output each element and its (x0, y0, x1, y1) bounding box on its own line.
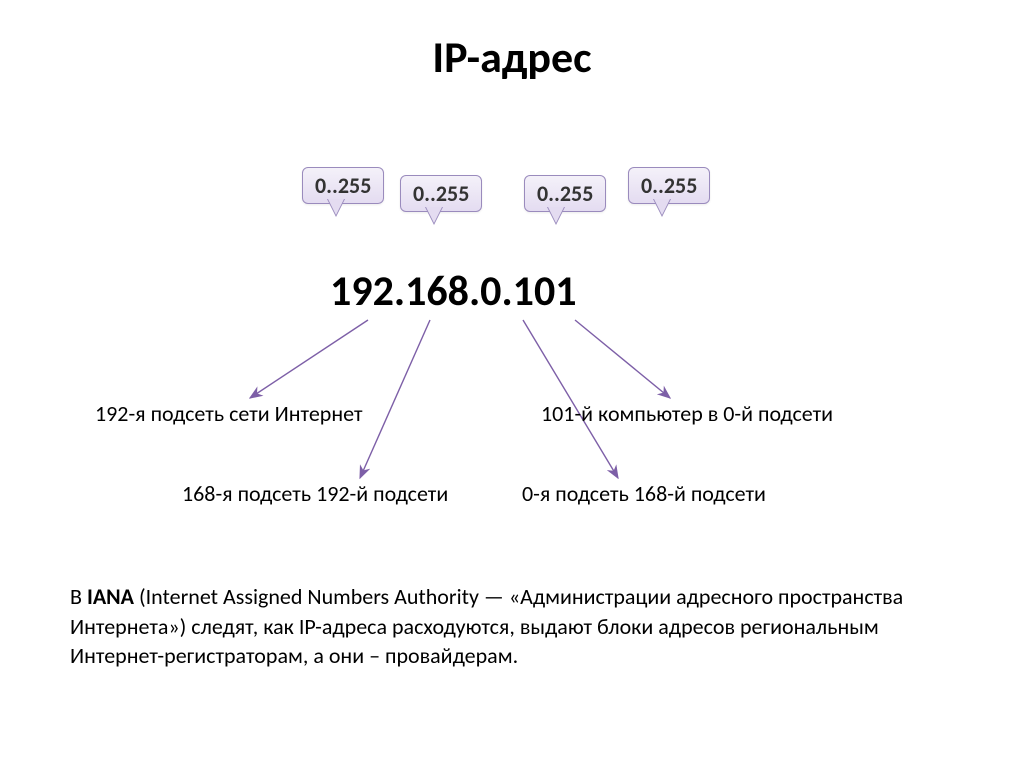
slide-title: IP-адрес (0, 30, 1024, 84)
annotation-1: 168-я подсеть 192-й подсети (182, 480, 448, 507)
ip-address-text: 192.168.0.101 (330, 266, 577, 317)
annotation-0: 192-я подсеть сети Интернет (95, 400, 362, 427)
range-callout-box: 0..255 (524, 175, 606, 212)
paragraph-bold: IANA (87, 583, 134, 610)
range-callout-0: 0..255 (302, 167, 384, 204)
callout-tail-icon (654, 199, 670, 215)
callout-tail-icon (328, 199, 344, 215)
arrow-line-0 (250, 320, 368, 398)
annotation-3: 101-й компьютер в 0-й подсети (541, 400, 833, 427)
range-callout-3: 0..255 (628, 167, 710, 204)
callout-tail-icon (548, 207, 564, 223)
paragraph-rest: (Internet Assigned Numbers Authority — «… (70, 583, 903, 669)
arrow-line-3 (575, 320, 670, 398)
arrow-line-1 (360, 320, 430, 478)
range-callout-1: 0..255 (400, 175, 482, 212)
description-paragraph: В IANA (Internet Assigned Numbers Author… (70, 582, 954, 671)
paragraph-prefix: В (70, 583, 87, 610)
annotation-2: 0-я подсеть 168-й подсети (522, 480, 766, 507)
callout-tail-icon (426, 207, 442, 223)
arrow-line-2 (523, 320, 618, 478)
slide-title-text: IP-адрес (432, 30, 591, 84)
ip-address: 192.168.0.101 (330, 266, 577, 317)
range-callout-2: 0..255 (524, 175, 606, 212)
slide: IP-адрес 0..255 0..255 0..255 0..255 192.16… (0, 0, 1024, 767)
